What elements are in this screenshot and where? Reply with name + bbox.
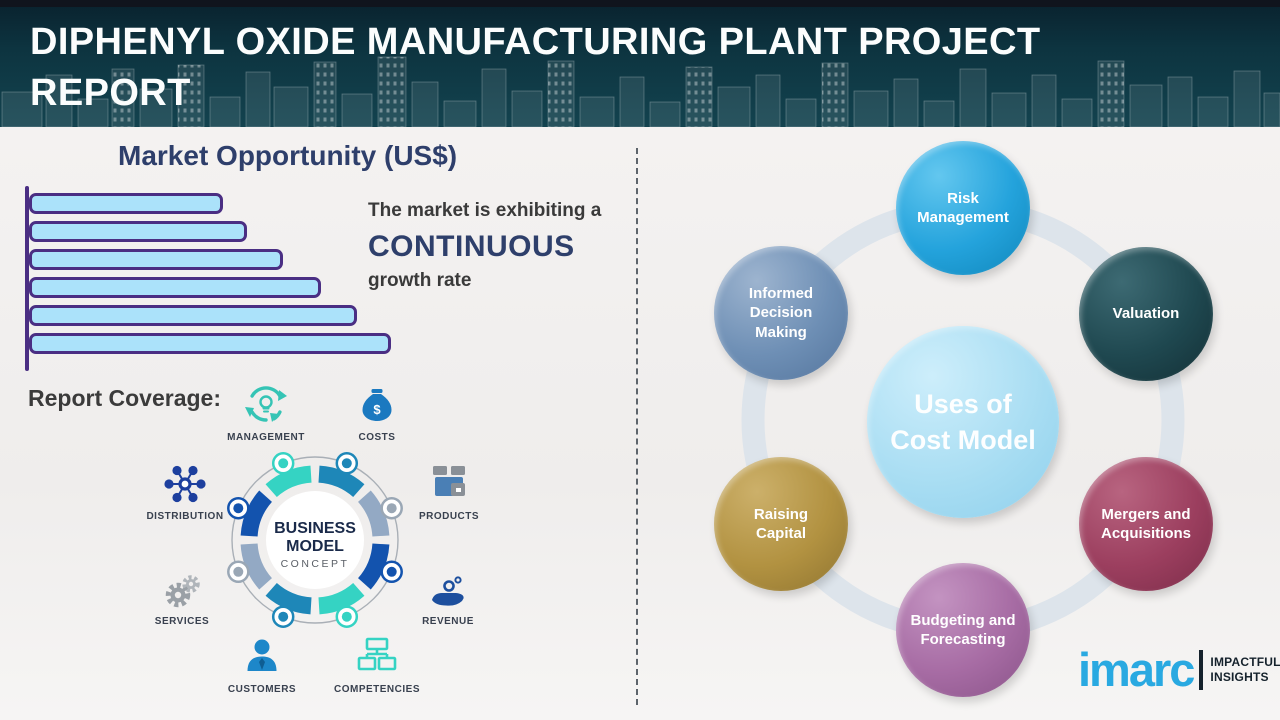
logo-divider-bar (1199, 650, 1204, 690)
bm-item-label: DISTRIBUTION (146, 511, 223, 522)
bm-item-label: REVENUE (422, 616, 474, 627)
node-label: Budgeting and Forecasting (910, 611, 1016, 649)
bar (29, 221, 247, 242)
bar (29, 333, 391, 354)
bm-item-label: CUSTOMERS (228, 684, 296, 695)
bar-chart (29, 193, 391, 361)
person-icon (247, 639, 277, 671)
bar (29, 305, 357, 326)
center-label: Uses of Cost Model (890, 386, 1036, 459)
bar (29, 249, 283, 270)
header-banner: DIPHENYL OXIDE MANUFACTURING PLANT PROJE… (0, 0, 1280, 127)
city-skyline-illustration (1, 56, 1280, 127)
page-title: DIPHENYL OXIDE MANUFACTURING PLANT PROJE… (30, 21, 1041, 114)
logo-tagline: IMPACTFUL INSIGHTS (1210, 655, 1280, 685)
box-icon (433, 466, 465, 496)
market-opportunity-title: Market Opportunity (US$) (118, 140, 458, 171)
bm-item-label: MANAGEMENT (227, 432, 305, 443)
cost-model-node-risk-management: Risk Management (896, 141, 1030, 275)
node-label: Informed Decision Making (748, 284, 814, 341)
logo-tagline-line1: IMPACTFUL (1210, 655, 1280, 669)
node-label: Raising Capital (753, 505, 809, 543)
bm-item-label: SERVICES (155, 616, 209, 627)
bar (29, 277, 321, 298)
vertical-dashed-divider (636, 148, 638, 705)
bar-chart-axis (25, 186, 29, 371)
center-label-line2: Cost Model (890, 425, 1036, 455)
cost-model-node-budgeting-forecasting: Budgeting and Forecasting (896, 563, 1030, 697)
node-label: Mergers and Acquisitions (1100, 505, 1191, 543)
cost-model-center-circle: Uses of Cost Model (867, 326, 1059, 518)
cost-model-node-informed-decision-making: Informed Decision Making (714, 246, 848, 380)
caption-line2: growth rate (368, 270, 472, 291)
bm-item-label: COMPETENCIES (334, 684, 420, 695)
bm-item-label: COSTS (359, 432, 396, 443)
cost-model-node-mergers-acquisitions: Mergers and Acquisitions (1079, 457, 1213, 591)
caption-highlight: CONTINUOUS (368, 230, 575, 263)
money-bag-icon: $ (362, 389, 392, 421)
management-cycle-icon (245, 386, 287, 422)
network-hub-icon (164, 465, 206, 503)
caption-line1: The market is exhibiting a (368, 200, 602, 221)
growth-caption: The market is exhibiting a CONTINUOUS gr… (368, 200, 638, 292)
center-disc (266, 491, 364, 589)
org-chart-icon (357, 637, 397, 671)
logo-tagline-line2: INSIGHTS (1210, 670, 1269, 684)
report-coverage-label: Report Coverage: (28, 385, 221, 411)
bar (29, 193, 223, 214)
business-model-line1: BUSINESS (274, 520, 356, 537)
gears-icon (165, 575, 200, 608)
business-model-line2: MODEL (286, 538, 344, 555)
cost-model-node-valuation: Valuation (1079, 247, 1213, 381)
cost-model-node-raising-capital: Raising Capital (714, 457, 848, 591)
outer-circle (231, 456, 399, 624)
hand-coins-icon (432, 576, 464, 606)
business-model-subtitle: CONCEPT (281, 558, 350, 570)
svg-text:$: $ (373, 402, 381, 417)
imarc-logo: imarc IMPACTFUL INSIGHTS (1078, 643, 1280, 697)
ring-segments (240, 465, 390, 615)
business-model-diagram: BUSINESS MODEL CONCEPT $ (146, 386, 479, 695)
bm-item-label: PRODUCTS (419, 511, 479, 522)
circle-nodes (227, 452, 403, 628)
node-label: Risk Management (917, 189, 1009, 227)
center-label-line1: Uses of (914, 388, 1012, 419)
node-label: Valuation (1112, 305, 1180, 323)
imarc-wordmark: imarc (1078, 643, 1195, 697)
